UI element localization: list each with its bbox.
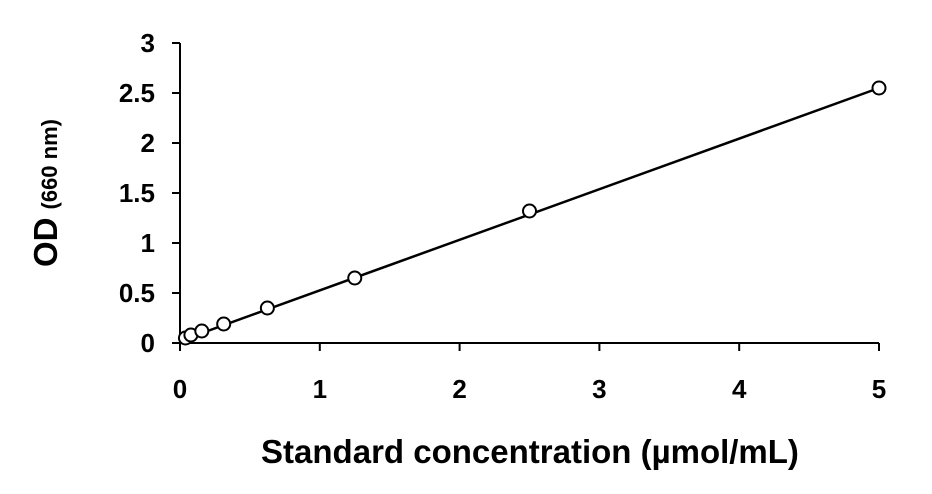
x-tick-label: 5 — [872, 374, 886, 404]
y-tick-label: 1 — [141, 228, 155, 258]
y-tick-label: 2.5 — [119, 78, 155, 108]
x-tick-label: 1 — [313, 374, 327, 404]
data-point — [216, 316, 232, 332]
y-axis: 0 0.5 1 1.5 2 2.5 3 — [119, 28, 181, 358]
data-point — [871, 80, 887, 96]
data-point — [259, 300, 275, 316]
y-tick-label: 1.5 — [119, 178, 155, 208]
data-points — [177, 80, 887, 346]
data-point — [522, 203, 537, 219]
x-tick-label: 2 — [452, 374, 466, 404]
data-point — [347, 270, 363, 286]
data-point — [194, 323, 210, 339]
y-axis-title: OD (660 nm) — [27, 119, 64, 267]
y-tick-label: 0 — [141, 328, 155, 358]
x-tick-label: 4 — [732, 374, 747, 404]
y-ticks: 0 0.5 1 1.5 2 2.5 3 — [119, 28, 180, 358]
y-tick-label: 2 — [141, 128, 155, 158]
x-axis-title: Standard concentration (µmol/mL) — [261, 433, 799, 470]
x-ticks: 0 1 2 3 4 5 — [173, 343, 886, 404]
x-tick-label: 3 — [592, 374, 606, 404]
x-axis: 0 1 2 3 4 5 — [173, 342, 886, 404]
y-axis-title-main: OD — [27, 217, 64, 267]
x-tick-label: 0 — [173, 374, 187, 404]
y-tick-label: 0.5 — [119, 278, 155, 308]
y-axis-title-unit: (660 nm) — [37, 119, 62, 209]
y-tick-label: 3 — [141, 28, 155, 58]
